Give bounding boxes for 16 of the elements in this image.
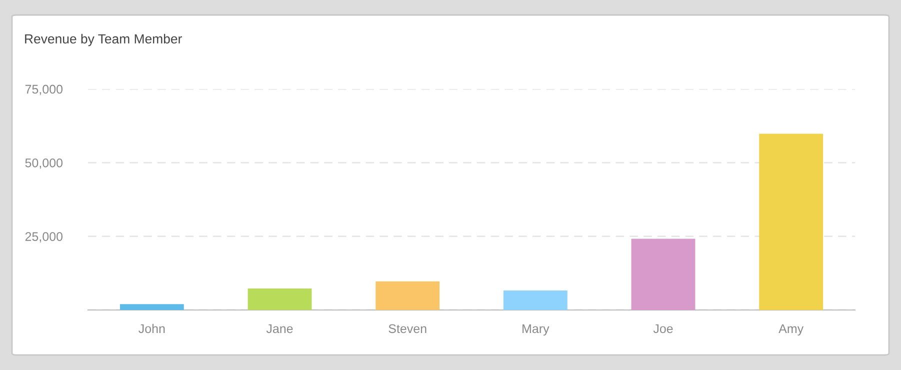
y-tick-label: 75,000 — [25, 84, 63, 96]
bar — [120, 304, 184, 310]
x-tick-label: Steven — [388, 324, 426, 334]
x-tick-label: John — [138, 324, 165, 334]
bar — [759, 134, 824, 310]
bar — [248, 288, 312, 310]
chart-title: Revenue by Team Member — [25, 34, 182, 46]
y-tick-label: 25,000 — [25, 232, 63, 242]
bar — [376, 281, 440, 310]
x-tick-label: Jane — [266, 324, 293, 334]
y-tick-label: 50,000 — [25, 158, 63, 169]
x-tick-label: Joe — [653, 324, 673, 334]
x-tick-label: Amy — [778, 324, 804, 336]
bar — [631, 238, 696, 310]
bar — [503, 290, 568, 310]
x-tick-label: Mary — [522, 324, 550, 336]
